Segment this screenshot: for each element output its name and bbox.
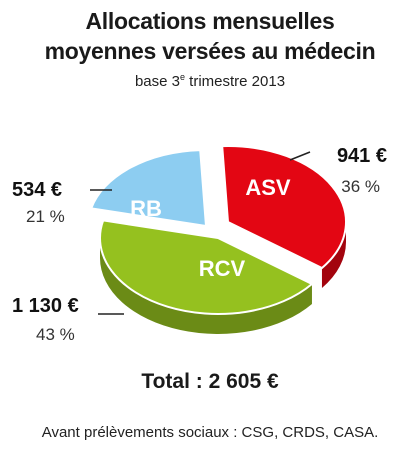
leader-line-asv — [289, 151, 311, 161]
value-label-asv: 941 € — [337, 145, 387, 167]
slice-label-asv: ASV — [245, 175, 291, 200]
value-label-rb: 534 € — [12, 179, 62, 201]
percent-label-asv: 36 % — [341, 177, 380, 196]
footnote: Avant prélèvements sociaux : CSG, CRDS, … — [41, 424, 379, 441]
chart-subtitle: base 3e trimestre 2013 — [134, 72, 286, 91]
slice-rb — [89, 149, 208, 228]
percent-label-rb: 21 % — [26, 207, 65, 226]
percent-label-rcv: 43 % — [36, 325, 75, 344]
slice-asv-side — [321, 222, 346, 288]
slice-label-rb: RB — [130, 196, 162, 221]
value-label-rcv: 1 130 € — [12, 295, 79, 317]
slice-rcv — [99, 219, 314, 315]
chart-title-line2: moyennes versées au médecin — [44, 38, 376, 64]
total-label: Total : 2 605 € — [141, 370, 279, 393]
slice-label-rcv: RCV — [199, 256, 246, 281]
slice-asv — [221, 145, 347, 270]
chart-title-line1: Allocations mensuelles — [85, 8, 335, 34]
